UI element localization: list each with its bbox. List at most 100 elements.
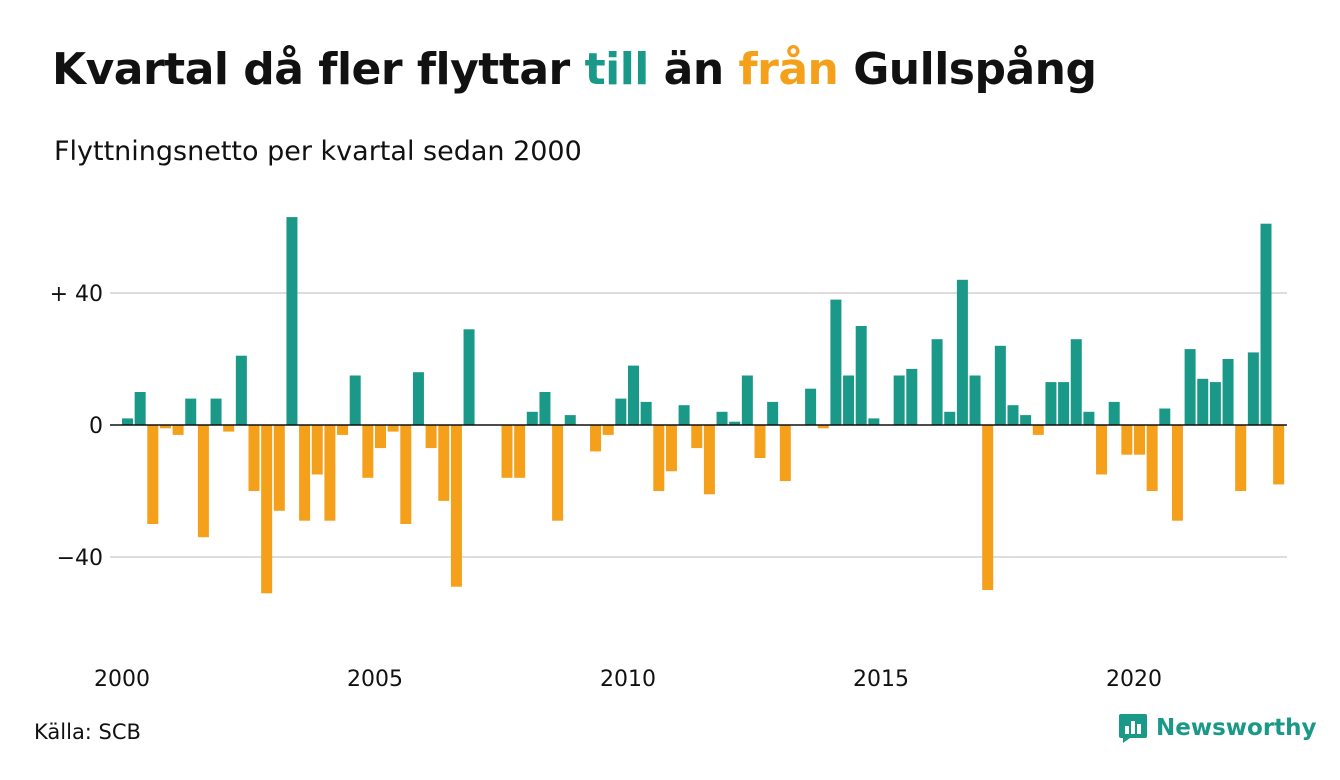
- title-part3: Gullspång: [838, 44, 1097, 95]
- bar: [729, 421, 741, 425]
- bar: [1108, 401, 1120, 425]
- title-positive-word: till: [584, 44, 650, 95]
- bar-layer: [122, 217, 1285, 594]
- bar: [1020, 415, 1032, 425]
- bar: [261, 425, 273, 594]
- bar: [1146, 425, 1158, 491]
- bar: [501, 425, 513, 478]
- bar: [1045, 382, 1057, 425]
- bar: [691, 425, 703, 449]
- bar: [741, 375, 753, 425]
- brand-logo: Newsworthy: [1118, 712, 1317, 744]
- bar: [779, 425, 791, 482]
- bar: [653, 425, 665, 491]
- bar: [122, 418, 133, 425]
- x-tick-label: 2020: [1106, 667, 1162, 692]
- bar: [906, 368, 918, 425]
- bar: [564, 415, 576, 425]
- bar: [1235, 425, 1247, 491]
- axis-label-layer: + 40 0 −40 2000 2005 2010 2015 2020: [50, 282, 1162, 692]
- bar: [387, 425, 399, 432]
- bar-chart: + 40 0 −40 2000 2005 2010 2015 2020: [50, 217, 1287, 692]
- bar: [665, 425, 677, 472]
- bar: [817, 425, 829, 429]
- bar: [134, 392, 146, 425]
- title-part2: än: [648, 44, 739, 95]
- bar: [1247, 352, 1259, 425]
- brand-name: Newsworthy: [1156, 715, 1317, 741]
- bar: [843, 375, 855, 425]
- bar: [273, 425, 285, 511]
- bar: [159, 425, 171, 429]
- bar: [400, 425, 412, 524]
- x-tick-label: 2000: [94, 667, 150, 692]
- bar: [223, 425, 235, 432]
- bar: [1184, 349, 1196, 425]
- bar: [1058, 382, 1070, 425]
- bar: [324, 425, 336, 521]
- bar: [1197, 378, 1209, 425]
- bar: [754, 425, 766, 458]
- bar: [956, 279, 968, 425]
- bar: [602, 425, 614, 435]
- bar: [147, 425, 159, 524]
- title-negative-word: från: [738, 44, 839, 95]
- title-part1: Kvartal då fler flyttar: [52, 44, 585, 95]
- bar: [1070, 339, 1082, 425]
- bar: [994, 345, 1006, 425]
- bar: [703, 425, 715, 495]
- bar: [590, 425, 602, 452]
- bar: [337, 425, 349, 435]
- bar: [805, 388, 817, 425]
- bar: [716, 411, 728, 425]
- y-tick-label: 0: [89, 414, 103, 439]
- bar: [552, 425, 564, 521]
- x-tick-label: 2010: [600, 667, 656, 692]
- bar: [1096, 425, 1108, 475]
- bar: [1007, 405, 1019, 425]
- x-tick-label: 2005: [347, 667, 403, 692]
- bar: [615, 398, 627, 425]
- bar: [931, 339, 943, 425]
- x-tick-label: 2015: [853, 667, 909, 692]
- bar: [210, 398, 222, 425]
- bar: [450, 425, 462, 587]
- bar: [1209, 382, 1221, 425]
- source-note: Källa: SCB: [34, 720, 141, 744]
- bar: [412, 372, 424, 425]
- bar: [969, 375, 981, 425]
- bar: [425, 425, 437, 449]
- bar: [539, 392, 551, 425]
- bar: [944, 411, 956, 425]
- bar: [628, 365, 639, 425]
- bar: [1171, 425, 1183, 521]
- bar: [463, 329, 475, 425]
- bar: [286, 217, 298, 425]
- bar: [172, 425, 184, 435]
- bar: [362, 425, 374, 478]
- bar: [1159, 408, 1171, 425]
- bar: [855, 326, 867, 425]
- bar: [767, 401, 779, 425]
- bar: [1273, 425, 1285, 485]
- bar: [678, 405, 690, 425]
- y-tick-label: + 40: [50, 282, 103, 307]
- grid-layer: [110, 292, 1287, 558]
- bar: [235, 355, 247, 425]
- bar-chart-icon: [1119, 714, 1147, 743]
- bar: [893, 375, 905, 425]
- bar: [526, 411, 538, 425]
- bar: [299, 425, 311, 521]
- bar: [1222, 359, 1234, 425]
- bar: [1121, 425, 1133, 455]
- bar: [438, 425, 450, 501]
- chart-title: Kvartal då fler flyttar till än från Gul…: [52, 44, 1097, 95]
- bar: [185, 398, 197, 425]
- bar: [1134, 425, 1145, 455]
- bar: [349, 375, 361, 425]
- bar: [1083, 411, 1095, 425]
- bar: [1260, 223, 1272, 425]
- y-tick-label: −40: [57, 546, 103, 571]
- bar: [830, 299, 842, 425]
- chart-subtitle: Flyttningsnetto per kvartal sedan 2000: [54, 136, 582, 167]
